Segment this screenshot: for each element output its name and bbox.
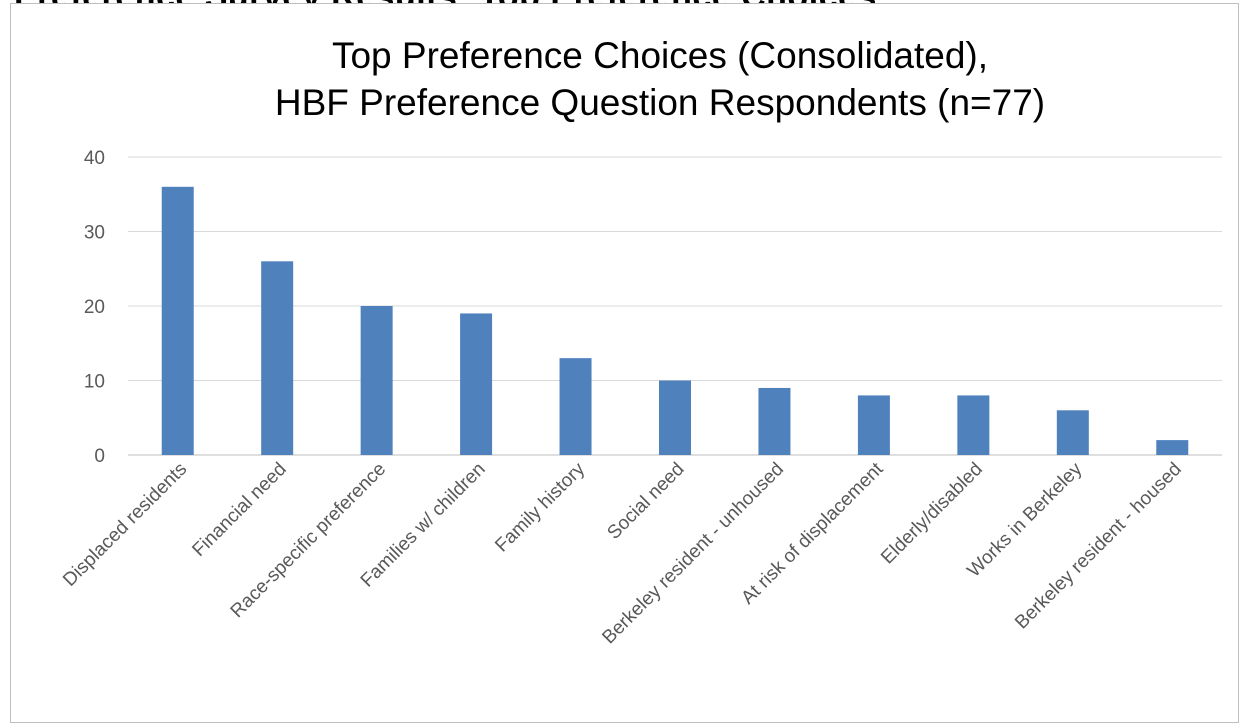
chart-title-line-1: Top Preference Choices (Consolidated),	[331, 35, 989, 76]
chart-title-line-2: HBF Preference Question Respondents (n=7…	[274, 82, 1046, 123]
x-category-label: Elderly/disabled	[877, 459, 987, 569]
y-tick-label: 10	[84, 372, 105, 393]
y-tick-label: 30	[84, 223, 105, 244]
x-category-label: Family history	[491, 458, 589, 556]
chart-frame	[10, 3, 1239, 723]
x-category-label: Displaced residents	[59, 459, 191, 591]
x-category-label: Social need	[603, 459, 688, 544]
chart-title: Top Preference Choices (Consolidated), H…	[0, 32, 1250, 126]
bar	[559, 358, 592, 455]
y-tick-label: 0	[94, 446, 105, 467]
bar	[1056, 410, 1089, 455]
bar	[659, 380, 691, 455]
bar	[957, 395, 990, 455]
bar	[1156, 440, 1189, 455]
bar	[857, 395, 890, 455]
bar	[758, 387, 791, 455]
y-tick-label: 40	[84, 148, 105, 169]
x-category-label: Berkeley resident - unhoused	[598, 459, 788, 649]
x-category-label: Financial need	[188, 459, 290, 561]
bar	[261, 261, 294, 455]
x-category-label: Berkeley resident - housed	[1011, 459, 1186, 634]
bar	[460, 313, 493, 455]
bar	[360, 306, 393, 455]
y-tick-label: 20	[84, 297, 105, 318]
bar	[161, 186, 194, 456]
